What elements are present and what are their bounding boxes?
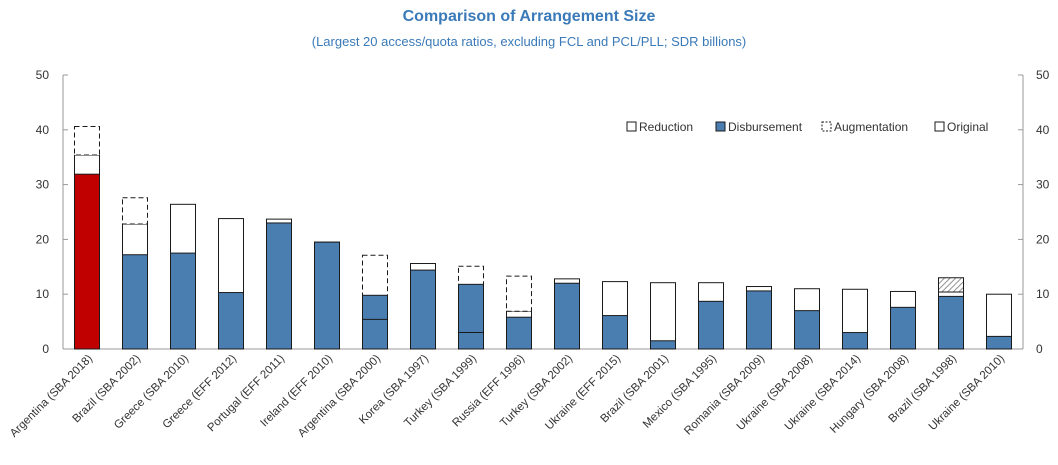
bar-disbursement (458, 283, 484, 350)
y-tick-label-left: 30 (36, 178, 50, 192)
x-tick-label: Argentina (SBA 2000) (296, 353, 383, 440)
y-tick-label-right: 50 (1036, 68, 1050, 82)
bar-disbursement (650, 340, 676, 350)
bar-disbursement (794, 310, 820, 350)
bar-augmentation (74, 126, 100, 156)
bar-reduction (938, 277, 964, 293)
legend-label-original: Original (947, 120, 988, 134)
bar-disbursement (602, 315, 628, 350)
bar-disbursement (266, 222, 292, 350)
chart-subtitle: (Largest 20 access/quota ratios, excludi… (311, 34, 747, 49)
bar-disbursement (122, 254, 148, 350)
y-tick-label-left: 40 (36, 123, 50, 137)
legend-label-disbursement: Disbursement (728, 120, 803, 134)
x-tick-label: Argentina (SBA 2018) (8, 353, 95, 440)
y-tick-label-left: 10 (36, 287, 50, 301)
bar-disbursement (746, 290, 772, 350)
bar-disbursement (410, 269, 436, 350)
legend-label-reduction: Reduction (639, 120, 693, 134)
y-tick-label-right: 30 (1036, 178, 1050, 192)
x-tick-label: Romania (SBA 2009) (682, 353, 767, 438)
bar-disbursement (218, 292, 244, 350)
bar-disbursement (554, 282, 580, 350)
bar-disbursement (74, 173, 100, 350)
y-tick-label-left: 50 (36, 68, 50, 82)
legend-swatch-reduction (626, 121, 637, 132)
bar-original (650, 282, 676, 350)
legend-swatch-original (934, 121, 945, 132)
bar-disbursement (314, 241, 340, 350)
chart-legend: Reduction Disbursement Augmentation Origina… (626, 120, 988, 134)
legend-swatch-disbursement (715, 121, 726, 132)
bar-disbursement (362, 294, 388, 350)
bar-augmentation (122, 197, 148, 225)
legend-label-augmentation: Augmentation (834, 120, 908, 134)
x-tick-label: Hungary (SBA 2008) (828, 353, 911, 436)
y-tick-label-left: 0 (42, 342, 49, 356)
y-tick-label-right: 10 (1036, 287, 1050, 301)
bar-disbursement (170, 252, 196, 350)
y-tick-label-right: 20 (1036, 232, 1050, 246)
legend-swatch-augmentation (821, 121, 832, 132)
bar-augmentation (506, 275, 532, 312)
chart-title: Comparison of Arrangement Size (402, 8, 656, 25)
y-tick-label-right: 40 (1036, 123, 1050, 137)
bar-disbursement (986, 335, 1012, 350)
y-tick-label-left: 20 (36, 232, 50, 246)
bar-disbursement (698, 300, 724, 350)
y-tick-label-right: 0 (1036, 342, 1043, 356)
bar-disbursement (506, 316, 532, 350)
bar-disbursement (890, 306, 916, 350)
bar-disbursement (842, 332, 868, 350)
bar-disbursement (938, 295, 964, 350)
